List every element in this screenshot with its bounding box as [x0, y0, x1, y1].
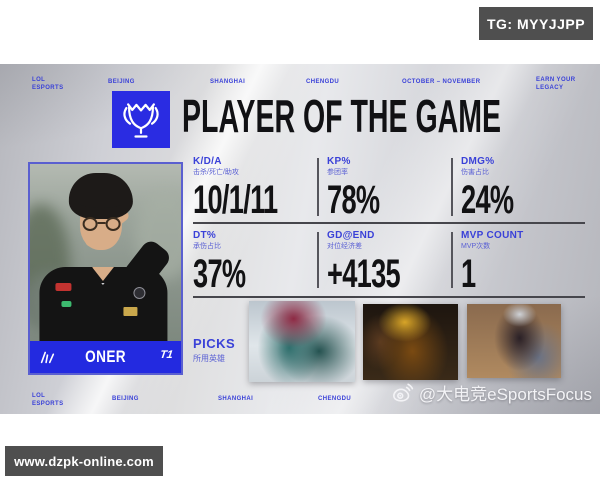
player-photo [30, 164, 181, 341]
stat-label: GD@END [327, 230, 375, 241]
site-watermark-badge: www.dzpk-online.com [5, 446, 163, 476]
player-jersey [38, 267, 167, 341]
event-slogan: EARN YOUR LEGACY [536, 77, 576, 91]
stat-value: 24% [461, 178, 514, 222]
stat-gdend: GD@END 对位经济差 +4135 [327, 230, 449, 294]
stat-value: 1 [461, 252, 476, 296]
stat-label: KP% [327, 156, 351, 167]
player-glasses [79, 217, 123, 232]
stat-label: K/D/A [193, 156, 222, 167]
tg-watermark-badge: TG: MYYJJPP [479, 7, 593, 40]
stat-sublabel: 参团率 [327, 169, 348, 176]
city-label-beijing-top: BEIJING [108, 79, 135, 85]
player-card: ONER T1 [28, 162, 183, 375]
stat-sublabel: 对位经济差 [327, 243, 362, 250]
city-label-shanghai-bottom: SHANGHAI [218, 396, 254, 402]
picks-section-label: PICKS 所用英雄 [193, 336, 236, 363]
weibo-icon [392, 383, 414, 402]
tg-watermark-text: TG: MYYJJPP [486, 15, 586, 32]
lol-esports-wordmark-top: LOL ESPORTS [32, 77, 64, 91]
stat-kp: KP% 参团率 78% [327, 156, 449, 220]
stat-sublabel: 击杀/死亡/助攻 [193, 169, 239, 176]
stat-value: 78% [327, 178, 380, 222]
stat-sublabel: 承伤占比 [193, 243, 221, 250]
lol-esports-wordmark-bottom: LOL ESPORTS [32, 393, 64, 407]
pick-portrait-1 [249, 301, 355, 382]
stat-label: DT% [193, 230, 217, 241]
stats-divider-vertical [451, 158, 453, 216]
stats-divider-horizontal [193, 296, 585, 298]
stats-divider-vertical [451, 232, 453, 288]
stats-divider-vertical [317, 232, 319, 288]
stat-dt: DT% 承伤占比 37% [193, 230, 315, 294]
city-label-shanghai-top: SHANGHAI [210, 79, 246, 85]
city-label-beijing-bottom: BEIJING [112, 396, 139, 402]
jersey-sponsor-patch [60, 301, 71, 307]
player-hair-fringe [75, 192, 126, 208]
stat-sublabel: 伤害占比 [461, 169, 489, 176]
t1-team-logo: T1 [159, 349, 174, 361]
social-watermark: @大电竞eSportsFocus [392, 380, 592, 405]
stat-value: 10/1/11 [193, 178, 278, 222]
stats-divider-vertical [317, 158, 319, 216]
city-label-chengdu-top: CHENGDU [306, 79, 340, 85]
worlds-sprout-icon [40, 351, 55, 364]
pick-portrait-3 [467, 304, 561, 378]
poster-title: PLAYER OF THE GAME [182, 90, 502, 142]
stat-mvp-count: MVP COUNT MVP次数 1 [461, 230, 583, 294]
worlds-logo-tile [112, 91, 170, 148]
stats-divider-horizontal [193, 222, 585, 224]
player-name: ONER [85, 347, 126, 366]
jersey-sponsor-patch [54, 283, 71, 291]
stat-value: 37% [193, 252, 246, 296]
summoners-cup-icon [123, 102, 159, 138]
city-label-chengdu-bottom: CHENGDU [318, 396, 352, 402]
player-of-the-game-poster: LOL ESPORTS BEIJING SHANGHAI CHENGDU OCT… [0, 64, 600, 414]
jersey-sponsor-patch [122, 307, 137, 316]
stat-value: +4135 [327, 252, 401, 296]
jersey-sponsor-patch [132, 287, 145, 299]
stat-label: MVP COUNT [461, 230, 524, 241]
stat-kda: K/D/A 击杀/死亡/助攻 10/1/11 [193, 156, 315, 220]
site-watermark-text: www.dzpk-online.com [14, 453, 154, 469]
stat-label: DMG% [461, 156, 495, 167]
stat-dmg: DMG% 伤害占比 24% [461, 156, 583, 220]
pick-portrait-2 [363, 304, 458, 380]
event-dates-label: OCTOBER – NOVEMBER [402, 79, 481, 85]
social-handle: @大电竞eSportsFocus [418, 385, 592, 404]
stat-sublabel: MVP次数 [461, 243, 491, 250]
player-nameplate: ONER T1 [30, 341, 181, 373]
